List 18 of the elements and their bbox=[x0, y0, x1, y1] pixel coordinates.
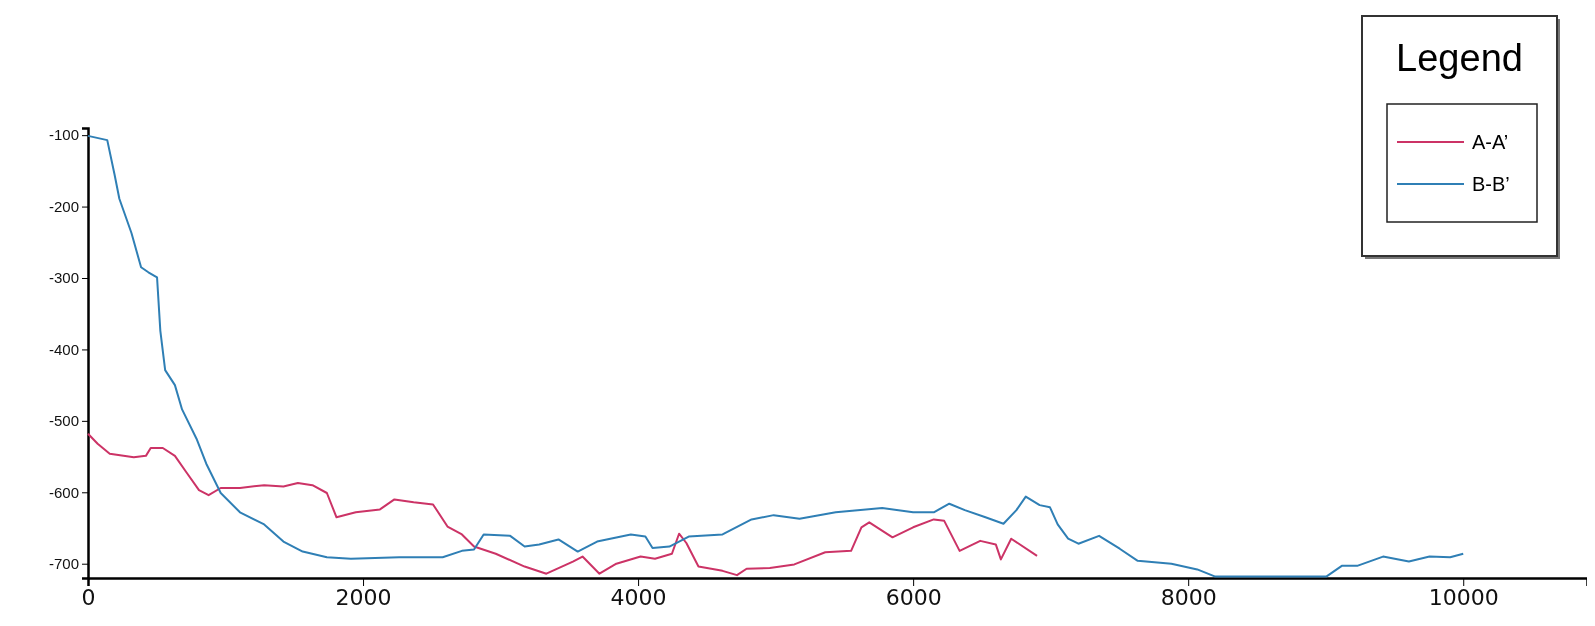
line-series bbox=[87, 134, 1465, 578]
line-series bbox=[87, 432, 1039, 577]
y-tick-label: -200 bbox=[48, 197, 79, 215]
x-tick-label: 4000 bbox=[610, 584, 667, 610]
x-tick-label: 8000 bbox=[1160, 584, 1217, 610]
y-tick-label: -500 bbox=[48, 412, 79, 430]
y-tick-label: -600 bbox=[48, 483, 79, 501]
x-tick-label: 6000 bbox=[885, 584, 942, 610]
x-tick-label: 0 bbox=[81, 584, 96, 610]
y-tick-label: -700 bbox=[48, 555, 79, 573]
legend-label: B-B’ bbox=[1472, 173, 1510, 195]
x-tick-label: 2000 bbox=[335, 584, 392, 610]
legend-label: A-A’ bbox=[1472, 131, 1509, 153]
y-tick-label: -300 bbox=[48, 269, 79, 287]
x-tick-label: 10000 bbox=[1428, 584, 1499, 610]
y-tick-label: -100 bbox=[48, 126, 79, 144]
legend-title: Legend bbox=[1396, 37, 1523, 79]
y-tick-label: -400 bbox=[48, 340, 79, 358]
